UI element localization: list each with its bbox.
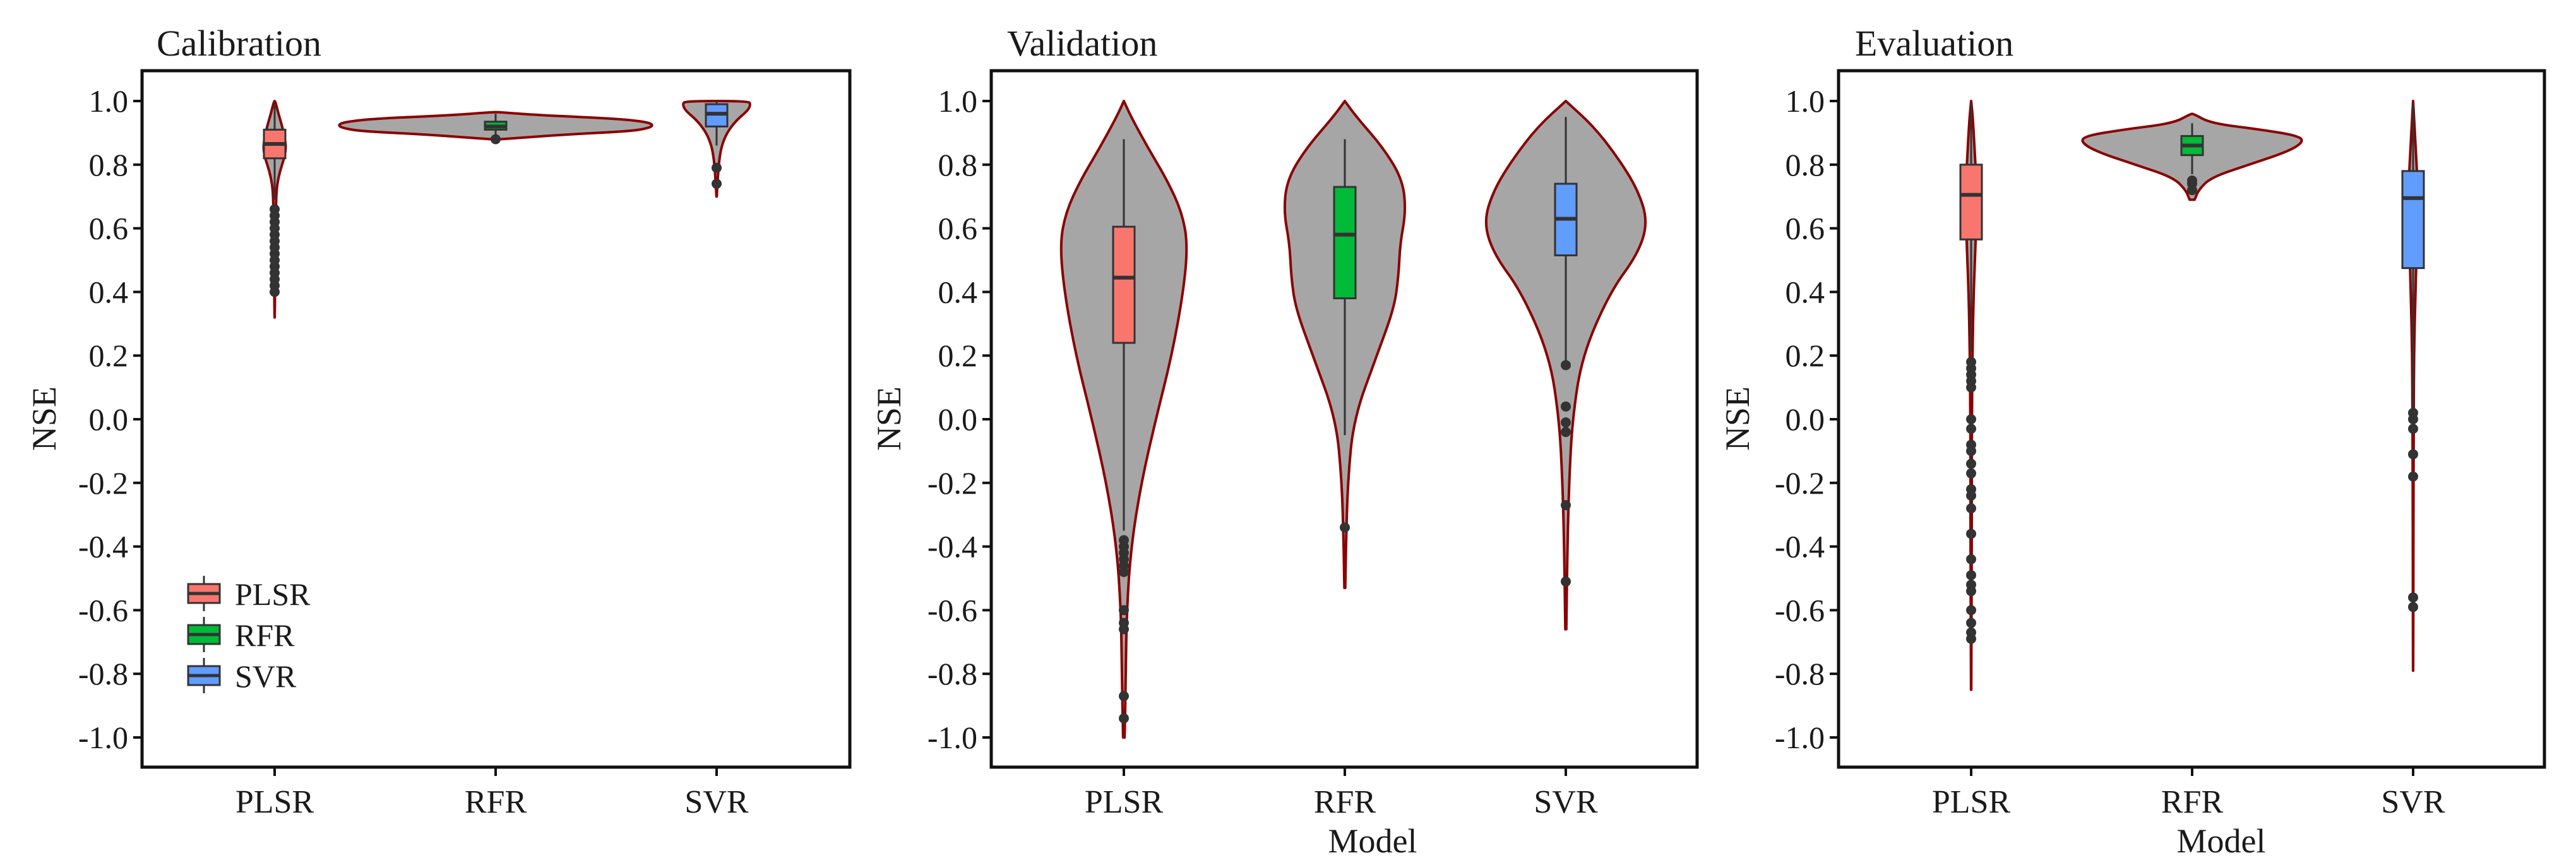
x-tick-label-evaluation-rfr: RFR: [2161, 784, 2224, 820]
outlier-point-evaluation-svr: [2408, 592, 2418, 603]
y-tick-label-evaluation: 0.0: [1786, 402, 1825, 437]
outlier-point-calibration-svr: [712, 162, 722, 173]
outlier-point-evaluation-plsr: [1966, 528, 1976, 539]
outlier-point-evaluation-plsr: [1966, 468, 1976, 479]
outlier-point-validation-plsr: [1119, 691, 1129, 701]
y-axis-label-evaluation: NSE: [1719, 386, 1756, 451]
y-tick-label-calibration: -0.8: [78, 656, 128, 691]
outlier-point-evaluation-svr: [2408, 602, 2418, 612]
x-tick-label-validation-rfr: RFR: [1314, 784, 1376, 820]
panel-title-validation: Validation: [1007, 23, 1157, 64]
outlier-point-evaluation-plsr: [1966, 424, 1976, 434]
outlier-point-evaluation-plsr: [1966, 586, 1976, 597]
panel-title-evaluation: Evaluation: [1855, 23, 2013, 64]
legend-label-plsr: PLSR: [235, 576, 311, 612]
panel-title-calibration: Calibration: [157, 23, 321, 64]
y-tick-label-evaluation: 0.4: [1786, 274, 1825, 309]
y-tick-label-evaluation: -0.6: [1775, 592, 1825, 628]
y-tick-label-validation: -0.4: [927, 529, 977, 564]
y-tick-label-validation: 0.6: [938, 211, 978, 246]
outlier-point-evaluation-plsr: [1966, 605, 1976, 616]
outlier-point-evaluation-plsr: [1966, 503, 1976, 514]
x-tick-label-calibration-plsr: PLSR: [236, 784, 314, 820]
legend: PLSR RFR SVR: [187, 576, 311, 694]
y-tick-label-validation: -0.6: [927, 592, 977, 628]
outlier-point-evaluation-plsr: [1966, 446, 1976, 456]
y-tick-label-calibration: 0.8: [89, 147, 129, 182]
outlier-point-evaluation-svr: [2408, 471, 2418, 482]
outlier-point-calibration-rfr: [491, 134, 501, 145]
plot-layer: 1.0 0.8 0.6 0.4 0.2 0.0 -0.2 -0.4 -0.6 -0.8 -1.0 PL…: [78, 69, 2546, 820]
y-tick-label-validation: -0.8: [927, 656, 977, 691]
outlier-point-evaluation-plsr: [1966, 570, 1976, 580]
outlier-point-evaluation-svr: [2408, 424, 2418, 434]
outlier-point-evaluation-plsr: [1966, 490, 1976, 501]
x-tick-label-validation-svr: SVR: [1534, 784, 1597, 820]
y-axis-label-validation: NSE: [870, 386, 908, 451]
outlier-point-evaluation-plsr: [1966, 414, 1976, 424]
outlier-point-validation-svr: [1561, 427, 1571, 438]
y-tick-label-validation: 0.8: [938, 147, 978, 182]
outlier-point-validation-svr: [1561, 576, 1571, 587]
box-validation-rfr: [1333, 186, 1357, 299]
outlier-point-validation-plsr: [1119, 624, 1129, 635]
x-axis-label-validation: Model: [1328, 822, 1417, 860]
y-axis-label-calibration: NSE: [25, 386, 63, 451]
y-tick-label-calibration: -0.6: [78, 592, 128, 628]
y-tick-label-evaluation: 0.2: [1786, 338, 1825, 373]
outlier-point-validation-svr: [1561, 401, 1571, 412]
box-evaluation-plsr: [1959, 164, 1983, 241]
y-tick-label-calibration: 0.6: [89, 211, 129, 246]
outlier-point-validation-svr: [1561, 500, 1571, 511]
x-axis-label-evaluation: Model: [2177, 822, 2266, 860]
y-tick-label-evaluation: 1.0: [1786, 83, 1825, 119]
y-tick-label-evaluation: -0.2: [1775, 465, 1825, 501]
y-tick-label-evaluation: -1.0: [1775, 720, 1825, 755]
outlier-point-evaluation-rfr: [2187, 185, 2197, 196]
outlier-point-calibration-plsr: [270, 204, 280, 215]
y-tick-label-validation: -0.2: [927, 465, 977, 501]
x-tick-label-evaluation-plsr: PLSR: [1932, 784, 2011, 820]
y-tick-label-calibration: 0.4: [89, 274, 129, 309]
outlier-point-evaluation-svr: [2408, 449, 2418, 460]
outlier-point-validation-plsr: [1119, 566, 1129, 577]
outlier-point-evaluation-plsr: [1966, 617, 1976, 628]
y-tick-label-validation: -1.0: [927, 720, 977, 755]
box-validation-plsr: [1112, 225, 1136, 344]
outlier-point-evaluation-svr: [2408, 414, 2418, 424]
y-tick-label-evaluation: 0.8: [1786, 147, 1825, 182]
outlier-point-validation-plsr: [1119, 605, 1129, 616]
legend-label-rfr: RFR: [235, 617, 295, 653]
x-tick-label-validation-plsr: PLSR: [1085, 784, 1164, 820]
x-tick-label-evaluation-svr: SVR: [2381, 784, 2445, 820]
x-tick-label-calibration-svr: SVR: [684, 784, 748, 820]
violin-calibration-svr: [682, 100, 751, 198]
outlier-point-validation-svr: [1561, 360, 1571, 371]
y-tick-label-calibration: -0.2: [78, 465, 128, 501]
y-tick-label-calibration: -1.0: [78, 720, 128, 755]
y-tick-label-validation: 1.0: [938, 83, 978, 119]
y-tick-label-validation: 0.4: [938, 274, 978, 309]
legend-label-svr: SVR: [235, 659, 297, 694]
x-tick-label-calibration-rfr: RFR: [465, 784, 527, 820]
y-tick-label-calibration: 0.2: [89, 338, 129, 373]
outlier-point-evaluation-plsr: [1966, 382, 1976, 393]
y-tick-label-calibration: -0.4: [78, 529, 128, 564]
outlier-point-evaluation-plsr: [1966, 458, 1976, 469]
y-tick-label-calibration: 0.0: [89, 402, 129, 437]
outlier-point-evaluation-plsr: [1966, 554, 1976, 564]
outlier-point-evaluation-plsr: [1966, 633, 1976, 644]
outlier-point-validation-rfr: [1340, 522, 1350, 533]
outlier-point-validation-svr: [1561, 417, 1571, 428]
y-tick-label-evaluation: 0.6: [1786, 211, 1825, 246]
y-tick-label-validation: 0.0: [938, 402, 978, 437]
outlier-point-validation-plsr: [1119, 713, 1129, 724]
y-tick-label-evaluation: -0.8: [1775, 656, 1825, 691]
box-evaluation-svr: [2401, 170, 2425, 270]
y-tick-label-evaluation: -0.4: [1775, 529, 1825, 564]
outlier-point-calibration-svr: [712, 179, 722, 189]
y-tick-label-validation: 0.2: [938, 338, 978, 373]
y-tick-label-calibration: 1.0: [89, 83, 129, 119]
